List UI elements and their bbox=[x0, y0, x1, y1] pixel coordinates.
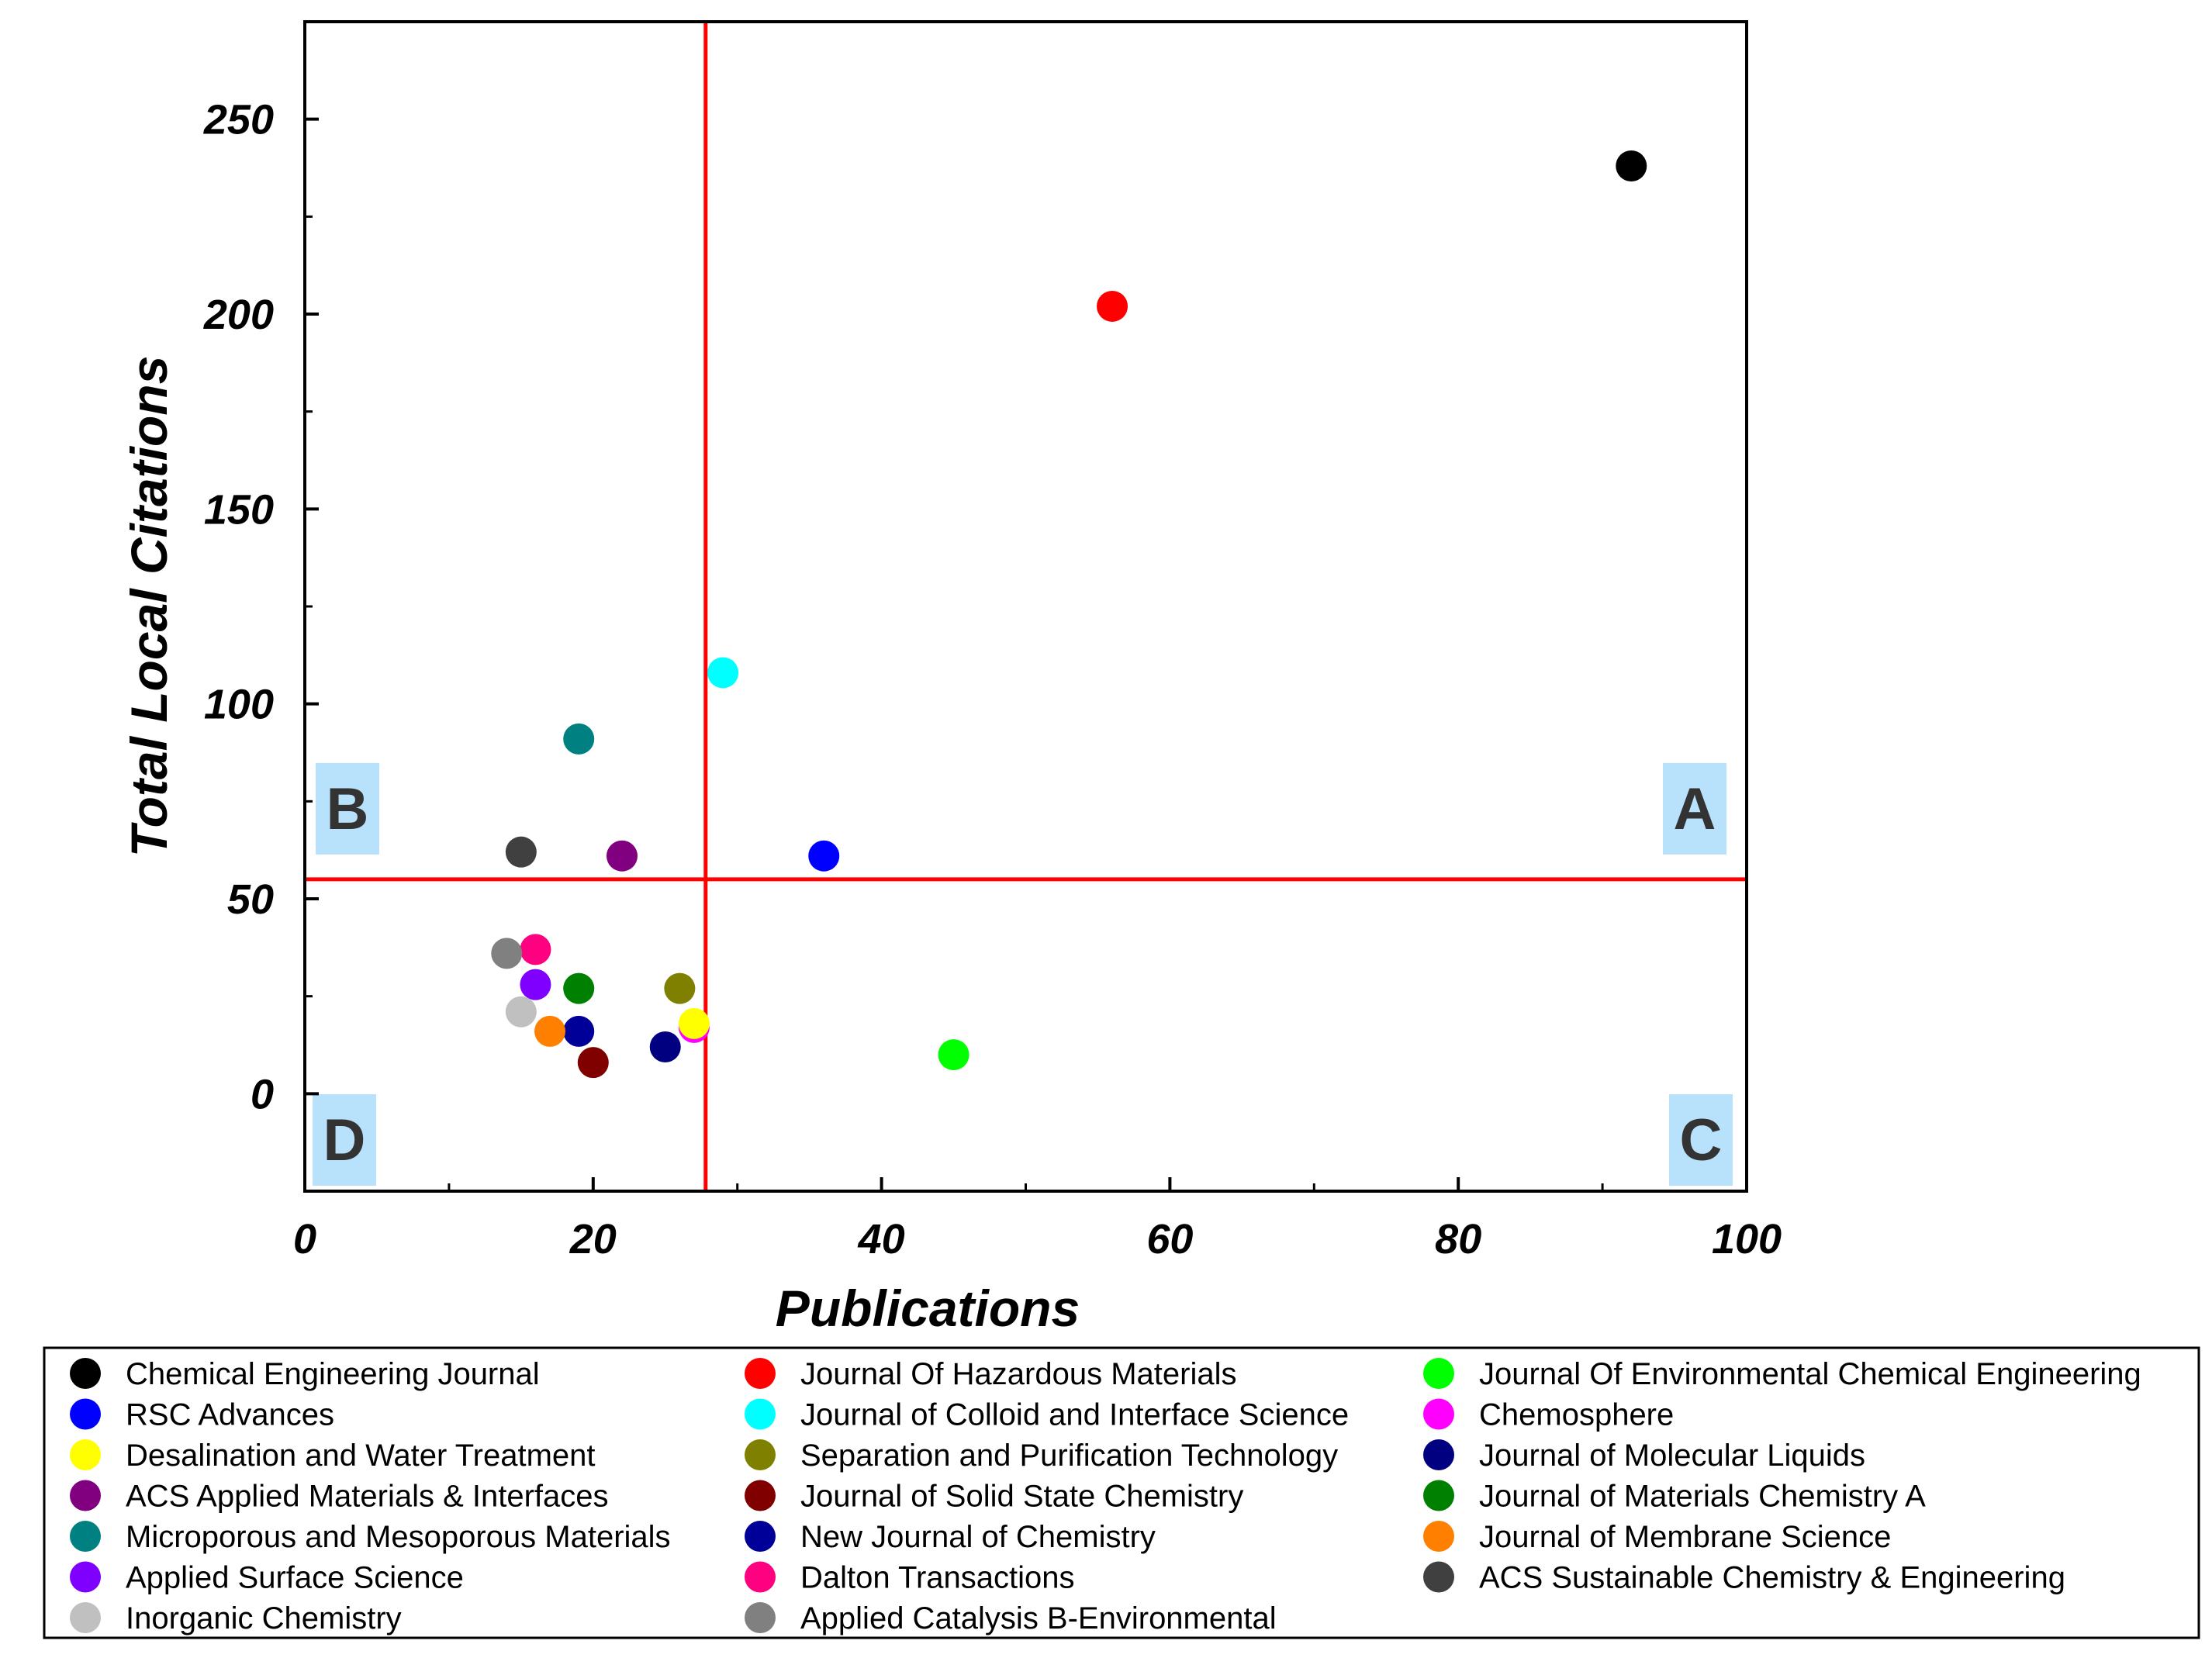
quadrant-c-box bbox=[1669, 1094, 1733, 1186]
legend-marker-10 bbox=[70, 1480, 101, 1511]
x-tick-label-20: 20 bbox=[569, 1216, 617, 1262]
data-point-18 bbox=[505, 836, 537, 868]
legend-label-9: Journal of Molecular Liquids bbox=[1479, 1439, 1865, 1473]
data-point-5 bbox=[707, 657, 739, 689]
legend-label-1: Chemical Engineering Journal bbox=[126, 1357, 540, 1391]
legend-marker-1 bbox=[70, 1358, 101, 1389]
legend-label-6: Chemosphere bbox=[1479, 1398, 1674, 1432]
data-point-8 bbox=[664, 972, 696, 1004]
legend-marker-20 bbox=[745, 1602, 776, 1633]
quadrant-d-label: D bbox=[323, 1107, 366, 1173]
legend-label-8: Separation and Purification Technology bbox=[800, 1439, 1338, 1473]
legend-label-20: Applied Catalysis B-Environmental bbox=[800, 1601, 1277, 1636]
legend-box bbox=[43, 1346, 2200, 1639]
data-point-15 bbox=[534, 1015, 566, 1047]
legend-label-19: Inorganic Chemistry bbox=[126, 1601, 402, 1636]
legend-label-3: Journal Of Environmental Chemical Engine… bbox=[1479, 1357, 2141, 1391]
data-point-7 bbox=[678, 1007, 710, 1039]
quadrant-c-label: C bbox=[1680, 1107, 1723, 1173]
legend-label-12: Journal of Materials Chemistry A bbox=[1479, 1480, 1926, 1514]
legend-marker-15 bbox=[1423, 1521, 1454, 1552]
legend-label-4: RSC Advances bbox=[126, 1398, 334, 1432]
legend-marker-17 bbox=[745, 1561, 776, 1593]
legend-marker-14 bbox=[745, 1521, 776, 1552]
data-point-11 bbox=[577, 1047, 609, 1079]
data-point-1 bbox=[1616, 150, 1647, 181]
quadrant-a-box bbox=[1663, 762, 1726, 855]
x-tick-label-100: 100 bbox=[1712, 1216, 1782, 1262]
quadrant-b-label: B bbox=[327, 776, 369, 842]
data-point-20 bbox=[491, 938, 523, 969]
legend-label-14: New Journal of Chemistry bbox=[800, 1520, 1156, 1554]
legend-marker-12 bbox=[1423, 1480, 1454, 1511]
data-point-14 bbox=[563, 1015, 595, 1047]
plot-area: A B C D bbox=[305, 22, 1747, 1191]
legend-label-16: Applied Surface Science bbox=[126, 1561, 464, 1595]
legend: Chemical Engineering Journal Journal Of H… bbox=[43, 1346, 2200, 1639]
legend-marker-7 bbox=[70, 1439, 101, 1470]
x-axis-title: Publications bbox=[776, 1280, 1080, 1337]
y-tick-label-50: 50 bbox=[227, 876, 274, 923]
legend-label-17: Dalton Transactions bbox=[800, 1561, 1075, 1595]
legend-marker-4 bbox=[70, 1398, 101, 1430]
x-tick-label-40: 40 bbox=[858, 1216, 905, 1262]
legend-marker-18 bbox=[1423, 1561, 1454, 1593]
data-point-3 bbox=[938, 1039, 969, 1071]
legend-label-18: ACS Sustainable Chemistry & Engineering bbox=[1479, 1561, 2065, 1595]
legend-marker-13 bbox=[70, 1521, 101, 1552]
quadrant-b-box bbox=[316, 762, 379, 855]
legend-label-15: Journal of Membrane Science bbox=[1479, 1520, 1891, 1554]
legend-marker-9 bbox=[1423, 1439, 1454, 1470]
y-tick-label-100: 100 bbox=[204, 682, 274, 728]
y-tick-label-200: 200 bbox=[203, 292, 274, 338]
quadrant-d-box bbox=[313, 1094, 376, 1186]
legend-marker-19 bbox=[70, 1602, 101, 1633]
legend-label-7: Desalination and Water Treatment bbox=[126, 1439, 596, 1473]
legend-label-10: ACS Applied Materials & Interfaces bbox=[126, 1480, 609, 1514]
legend-marker-2 bbox=[745, 1358, 776, 1389]
legend-marker-6 bbox=[1423, 1398, 1454, 1430]
quadrant-a-label: A bbox=[1674, 776, 1716, 842]
data-point-16 bbox=[520, 969, 551, 1000]
legend-label-11: Journal of Solid State Chemistry bbox=[800, 1480, 1243, 1514]
data-point-4 bbox=[808, 840, 840, 872]
y-tick-label-0: 0 bbox=[251, 1071, 274, 1117]
legend-marker-16 bbox=[70, 1561, 101, 1593]
legend-label-13: Microporous and Mesoporous Materials bbox=[126, 1520, 671, 1554]
data-point-13 bbox=[563, 723, 595, 755]
data-point-9 bbox=[649, 1031, 681, 1063]
legend-marker-5 bbox=[745, 1398, 776, 1430]
legend-marker-11 bbox=[745, 1480, 776, 1511]
y-axis-title: Total Local Citations bbox=[120, 356, 178, 858]
data-point-12 bbox=[563, 972, 595, 1004]
data-point-2 bbox=[1097, 290, 1128, 322]
x-tick-label-60: 60 bbox=[1146, 1216, 1193, 1262]
legend-label-5: Journal of Colloid and Interface Science bbox=[800, 1398, 1349, 1432]
legend-label-2: Journal Of Hazardous Materials bbox=[800, 1357, 1236, 1391]
x-tick-label-0: 0 bbox=[293, 1216, 316, 1262]
legend-marker-3 bbox=[1423, 1358, 1454, 1389]
data-point-19 bbox=[505, 996, 537, 1028]
y-tick-label-150: 150 bbox=[204, 486, 274, 533]
legend-marker-8 bbox=[745, 1439, 776, 1470]
data-point-17 bbox=[520, 934, 551, 965]
axes: 0 20 40 60 80 100 0 50 100 150 200 250 bbox=[203, 20, 1782, 1262]
x-tick-label-80: 80 bbox=[1435, 1216, 1481, 1262]
y-tick-label-250: 250 bbox=[203, 97, 274, 143]
data-point-10 bbox=[606, 840, 638, 872]
